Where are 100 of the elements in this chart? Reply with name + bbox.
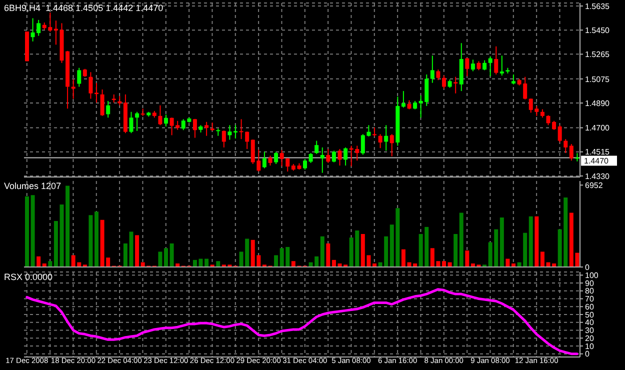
y-tick-label: 1.5450	[585, 26, 610, 35]
candlestick	[239, 118, 244, 140]
bar	[158, 252, 162, 267]
candlestick	[216, 128, 220, 136]
candlestick	[338, 148, 342, 166]
candlestick	[384, 124, 388, 152]
candlestick	[268, 155, 272, 166]
bar	[129, 232, 134, 267]
bar	[36, 256, 41, 267]
bar	[170, 243, 174, 267]
y-tick-label: 70	[585, 294, 594, 304]
bar	[54, 221, 58, 267]
candlestick	[512, 74, 516, 85]
candlestick	[442, 75, 446, 90]
y-tick-label: 1.5265	[585, 50, 610, 60]
y-tick-label: 80	[585, 286, 594, 296]
chart-title: Volumes 1207	[4, 181, 62, 192]
bar	[459, 212, 464, 267]
chart-title: 6BH9,H4 1.4468 1.4505 1.4442 1.4470	[4, 3, 164, 14]
candlestick	[100, 88, 104, 116]
bar	[320, 236, 324, 267]
candlestick	[320, 146, 324, 174]
y-tick-label: 20	[585, 334, 594, 343]
bar	[332, 260, 336, 267]
y-tick-label: 1.4330	[585, 172, 610, 181]
candlestick	[436, 69, 440, 81]
bar	[88, 215, 93, 267]
y-tick-label: 1.4700	[585, 124, 610, 133]
chart-title: RSX 0.0000	[4, 272, 53, 283]
candlestick	[129, 111, 134, 134]
candlestick	[430, 55, 434, 84]
candlestick	[164, 114, 168, 127]
bar	[401, 249, 406, 267]
candlestick	[158, 104, 162, 126]
candlestick	[326, 148, 330, 164]
bar	[454, 234, 458, 267]
candlestick	[204, 121, 209, 136]
candlestick	[245, 131, 250, 150]
y-tick-label: 100	[585, 270, 599, 280]
candlestick	[344, 146, 348, 166]
candlestick	[454, 76, 458, 94]
bar	[528, 216, 533, 267]
bar	[506, 258, 510, 267]
candlestick	[140, 108, 145, 116]
y-tick-label: 60	[585, 302, 594, 312]
y-tick-label: 90	[585, 278, 594, 288]
candlestick	[378, 134, 382, 149]
y-tick-label: 10	[585, 342, 594, 351]
y-tick-label: 1.4515	[585, 148, 610, 157]
candlestick	[494, 46, 498, 75]
y-tick-label: 6952	[585, 180, 604, 190]
bar	[442, 261, 446, 267]
candlestick	[390, 134, 394, 157]
candlestick	[77, 67, 82, 88]
candlestick	[500, 55, 504, 76]
bar	[123, 243, 128, 267]
candlestick	[106, 100, 110, 118]
bar	[465, 250, 470, 267]
y-tick-label: 0	[585, 350, 590, 359]
candlestick	[482, 60, 487, 71]
candlestick	[314, 140, 319, 154]
candlestick	[564, 138, 568, 154]
candlestick	[228, 124, 232, 140]
bar	[192, 260, 197, 267]
bar	[30, 195, 35, 267]
bar	[164, 248, 168, 267]
candlestick	[332, 150, 336, 163]
y-tick-label: 1.5075	[585, 74, 610, 84]
bar	[326, 243, 330, 267]
candlestick	[71, 78, 76, 100]
candlestick	[234, 124, 238, 139]
candlestick	[558, 124, 562, 143]
candlestick	[569, 144, 574, 162]
bar	[94, 212, 98, 267]
bar	[216, 261, 220, 267]
bar	[135, 235, 140, 267]
y-tick-label: 40	[585, 318, 594, 328]
y-tick-label: 1.5635	[585, 2, 610, 11]
y-tick-label: 50	[585, 310, 594, 320]
bar	[274, 255, 278, 267]
candlestick	[303, 158, 307, 170]
ref-line-label: 1.4470	[584, 156, 610, 166]
candlestick	[88, 72, 93, 100]
y-tick-label: 0	[585, 262, 590, 272]
candlestick	[465, 57, 470, 77]
bar	[540, 252, 544, 267]
bar	[48, 261, 52, 267]
bar	[534, 216, 539, 267]
candlestick	[192, 118, 197, 138]
y-tick-label: 30	[585, 326, 594, 336]
candlestick	[488, 56, 492, 77]
candlestick	[94, 82, 98, 104]
candlestick	[222, 130, 226, 148]
bar	[25, 196, 29, 267]
candlestick	[118, 95, 122, 106]
candlestick	[274, 151, 278, 164]
bar	[500, 218, 504, 267]
candlestick	[262, 151, 266, 169]
candlestick	[470, 59, 475, 72]
candlestick	[308, 152, 313, 164]
